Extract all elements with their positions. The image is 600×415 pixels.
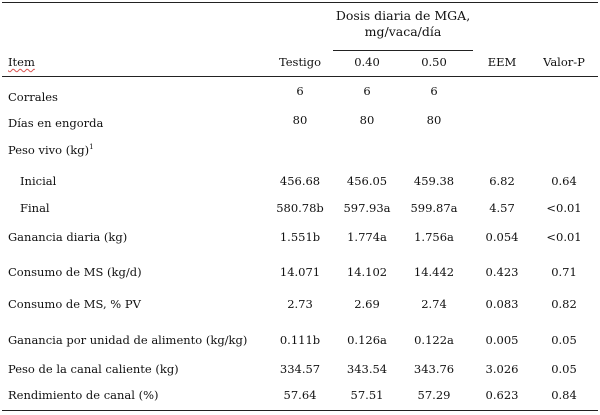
dose-group-unit: mg/vaca/día <box>364 24 442 39</box>
table-cell: 0.84 <box>551 388 577 402</box>
table-cell: 343.54 <box>346 362 388 376</box>
table-cell: <0.01 <box>546 201 582 215</box>
table-cell: 0.126a <box>347 333 387 347</box>
table-cell: 80 <box>426 113 442 127</box>
table-cell: 0.05 <box>551 333 577 347</box>
row-label: Ganancia diaria (kg) <box>8 230 128 244</box>
header-valor-p: Valor-P <box>543 55 585 69</box>
table-cell: 6 <box>430 84 438 98</box>
table-cell: 0.083 <box>485 297 519 311</box>
table-cell: 0.82 <box>551 297 577 311</box>
table-cell: 6 <box>296 84 304 98</box>
table-cell: 2.73 <box>287 297 313 311</box>
table-cell: 14.442 <box>413 265 455 279</box>
row-label: Ganancia por unidad de alimento (kg/kg) <box>8 333 248 347</box>
header-eem: EEM <box>487 55 517 69</box>
table-cell: 1.774a <box>347 230 387 244</box>
table-cell: 1.551b <box>279 230 321 244</box>
table-cell: 0.623 <box>485 388 519 402</box>
table-cell: 0.122a <box>414 333 454 347</box>
header-dose-050: 0.50 <box>421 55 447 69</box>
table-cell: 343.76 <box>413 362 455 376</box>
header-bottom-rule <box>2 76 598 77</box>
table-cell: 597.93a <box>343 201 391 215</box>
table-cell: 80 <box>359 113 375 127</box>
header-dose-040: 0.40 <box>354 55 380 69</box>
table-cell: 599.87a <box>410 201 458 215</box>
table-cell: 57.64 <box>283 388 317 402</box>
table-cell: 334.57 <box>279 362 321 376</box>
table-cell: 459.38 <box>413 174 455 188</box>
row-label: Días en engorda <box>8 116 104 130</box>
top-rule <box>2 2 598 3</box>
row-label: Consumo de MS (kg/d) <box>8 265 142 279</box>
row-label: Final <box>20 201 50 215</box>
table-cell: 57.51 <box>350 388 384 402</box>
table-cell: 1.756a <box>414 230 454 244</box>
row-label: Inicial <box>20 174 57 188</box>
table-cell: 0.005 <box>485 333 519 347</box>
row-label: Corrales <box>8 90 58 104</box>
header-item: Item <box>8 55 35 69</box>
table-cell: 0.64 <box>551 174 577 188</box>
row-label: Rendimiento de canal (%) <box>8 388 159 402</box>
table-cell: 4.57 <box>489 201 515 215</box>
table-cell: 14.071 <box>279 265 321 279</box>
table-cell: 456.68 <box>279 174 321 188</box>
table-cell: 0.71 <box>551 265 577 279</box>
row-label: Peso vivo (kg)1 <box>8 143 94 157</box>
bottom-rule <box>2 410 598 411</box>
table-cell: 456.05 <box>346 174 388 188</box>
table-cell: 57.29 <box>417 388 451 402</box>
table-cell: 0.423 <box>485 265 519 279</box>
table-cell: <0.01 <box>546 230 582 244</box>
table-cell: 2.74 <box>421 297 447 311</box>
table-cell: 580.78b <box>276 201 324 215</box>
table-cell: 0.111b <box>279 333 321 347</box>
footnote-marker: 1 <box>89 143 94 152</box>
table-cell: 0.05 <box>551 362 577 376</box>
table-cell: 0.054 <box>485 230 519 244</box>
dose-group-title: Dosis diaria de MGA, <box>335 8 471 23</box>
table-cell: 3.026 <box>485 362 519 376</box>
table-cell: 14.102 <box>346 265 388 279</box>
dose-group-rule <box>333 50 473 51</box>
table-cell: 80 <box>292 113 308 127</box>
header-testigo: Testigo <box>278 55 322 69</box>
row-label: Peso de la canal caliente (kg) <box>8 362 179 376</box>
table-cell: 2.69 <box>354 297 380 311</box>
table-cell: 6.82 <box>489 174 515 188</box>
table-cell: 6 <box>363 84 371 98</box>
row-label: Consumo de MS, % PV <box>8 297 141 311</box>
